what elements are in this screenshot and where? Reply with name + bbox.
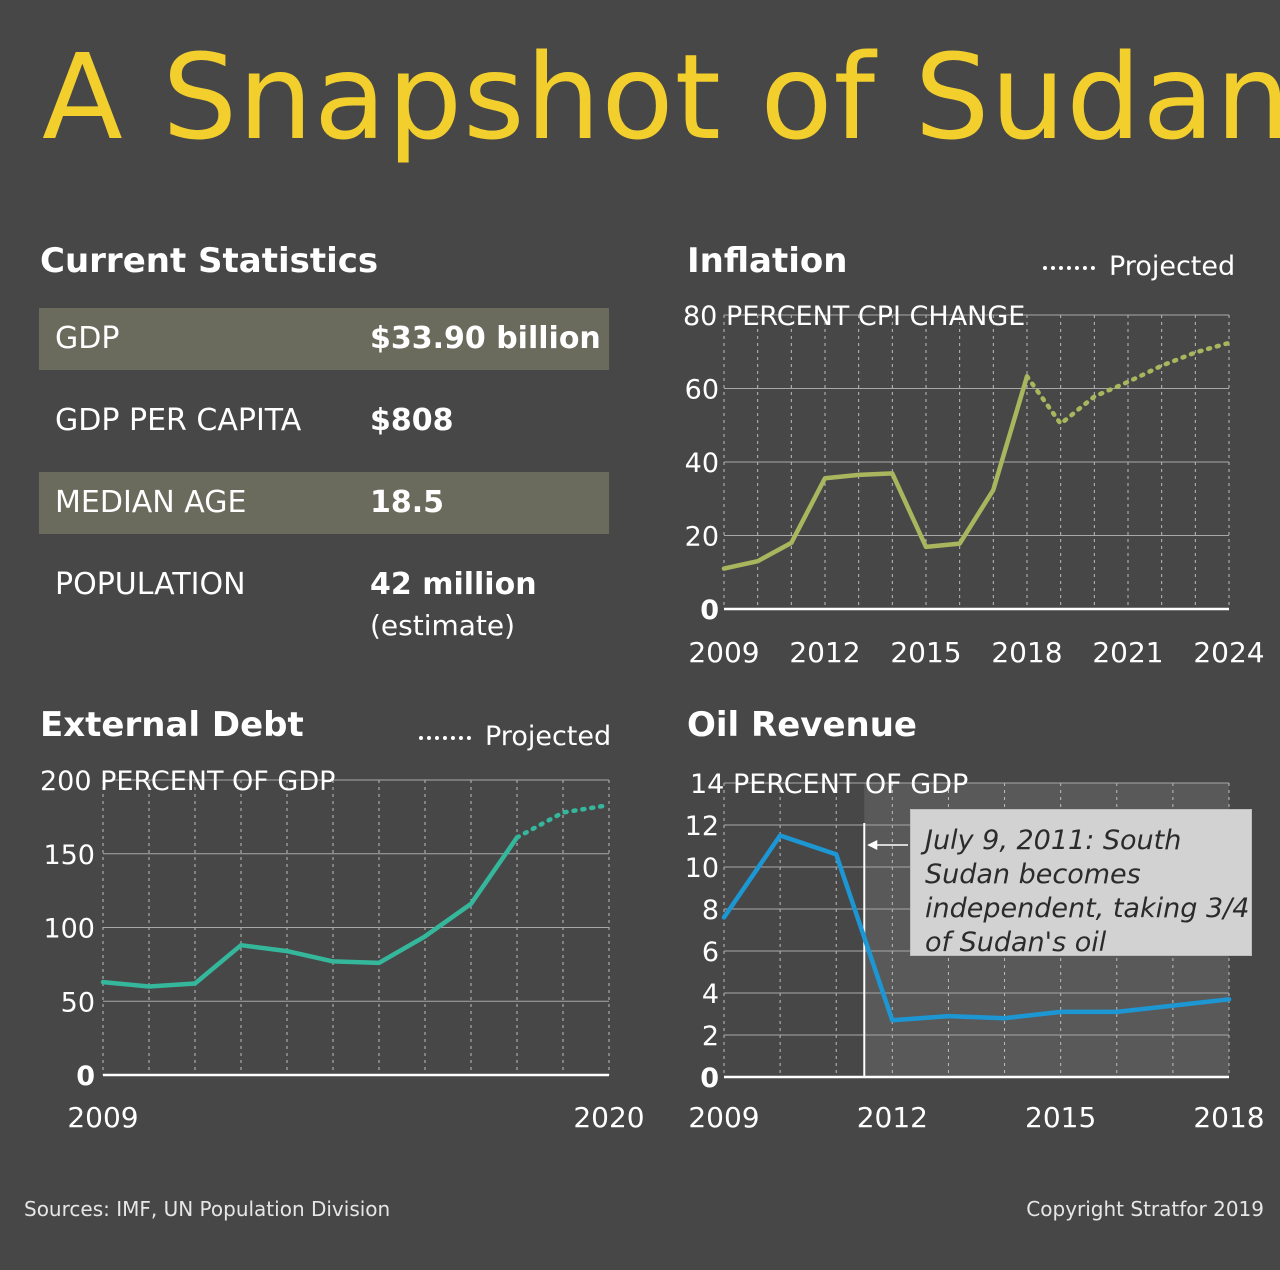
x-tick-label: 2009 xyxy=(688,1101,759,1134)
y-tick-label: 60 xyxy=(685,375,719,406)
page-title: A Snapshot of Sudan xyxy=(42,28,1280,166)
sources-note: Sources: IMF, UN Population Division xyxy=(24,1197,391,1221)
stat-label: GDP PER CAPITA xyxy=(55,403,302,438)
projected-dash-swatch xyxy=(1043,265,1095,270)
x-tick-label: 2020 xyxy=(573,1101,644,1134)
x-tick-label: 2024 xyxy=(1193,636,1264,669)
y-axis-title-tick: 80 PERCENT CPI CHANGE xyxy=(683,301,1025,332)
x-tick-label: 2009 xyxy=(67,1101,138,1134)
stat-label: MEDIAN AGE xyxy=(55,485,247,520)
stat-row-gdp-per-capita: GDP PER CAPITA $808 xyxy=(39,390,609,452)
x-tick-label: 2018 xyxy=(1193,1101,1264,1134)
y-tick-label: 150 xyxy=(43,840,95,871)
stat-row-gdp: GDP $33.90 billion xyxy=(39,308,609,370)
oil-revenue-heading: Oil Revenue xyxy=(687,705,917,745)
y-tick-label: 6 xyxy=(702,937,719,968)
inflation-legend: Projected xyxy=(1043,251,1235,282)
y-tick-label: 8 xyxy=(702,895,719,926)
x-tick-label: 2012 xyxy=(857,1101,928,1134)
y-tick-label: 12 xyxy=(685,811,719,842)
stat-row-population: POPULATION 42 million (estimate) xyxy=(39,554,609,642)
external-debt-heading: External Debt xyxy=(40,705,304,745)
series-line xyxy=(100,835,520,989)
stat-value: $808 xyxy=(370,403,454,438)
stat-value: 42 million xyxy=(370,567,537,602)
y-axis-title-tick: 14 PERCENT OF GDP xyxy=(690,769,968,800)
independence-callout: July 9, 2011: South Sudan becomes indepe… xyxy=(910,809,1252,958)
x-tick-label: 2015 xyxy=(890,636,961,669)
legend-label: Projected xyxy=(485,721,612,752)
y-axis-title-tick: 200 PERCENT OF GDP xyxy=(40,766,335,797)
inflation-heading: Inflation xyxy=(687,241,848,281)
stat-value: $33.90 billion xyxy=(370,321,601,356)
y-tick-label: 0 xyxy=(700,595,719,626)
callout-text: July 9, 2011: South Sudan becomes indepe… xyxy=(925,825,1250,958)
current-statistics-heading: Current Statistics xyxy=(40,241,379,281)
x-tick-label: 2012 xyxy=(789,636,860,669)
projected-dash-swatch xyxy=(419,735,471,740)
x-tick-label: 2015 xyxy=(1025,1101,1096,1134)
callout-pointer-arrow xyxy=(867,840,878,850)
y-tick-label: 4 xyxy=(702,979,719,1010)
stat-value: 18.5 xyxy=(370,485,445,520)
y-tick-label: 0 xyxy=(76,1061,95,1092)
stat-row-median-age: MEDIAN AGE 18.5 xyxy=(39,472,609,534)
copyright-note: Copyright Stratfor 2019 xyxy=(1026,1197,1264,1221)
y-tick-label: 10 xyxy=(685,853,719,884)
stat-subtext: (estimate) xyxy=(370,609,516,642)
series-line xyxy=(721,833,1232,1023)
external-debt-legend: Projected xyxy=(419,721,611,752)
y-tick-label: 0 xyxy=(700,1063,719,1094)
y-tick-label: 2 xyxy=(702,1021,719,1052)
legend-label: Projected xyxy=(1109,251,1236,282)
x-tick-label: 2021 xyxy=(1092,636,1163,669)
x-tick-label: 2009 xyxy=(688,636,759,669)
stat-label: GDP xyxy=(55,321,120,356)
x-tick-label: 2018 xyxy=(991,636,1062,669)
y-tick-label: 20 xyxy=(685,522,719,553)
y-tick-label: 100 xyxy=(43,914,95,945)
y-tick-label: 50 xyxy=(61,987,95,1018)
stat-label: POPULATION xyxy=(55,567,246,602)
series-line xyxy=(721,374,1030,571)
y-tick-label: 40 xyxy=(685,448,719,479)
